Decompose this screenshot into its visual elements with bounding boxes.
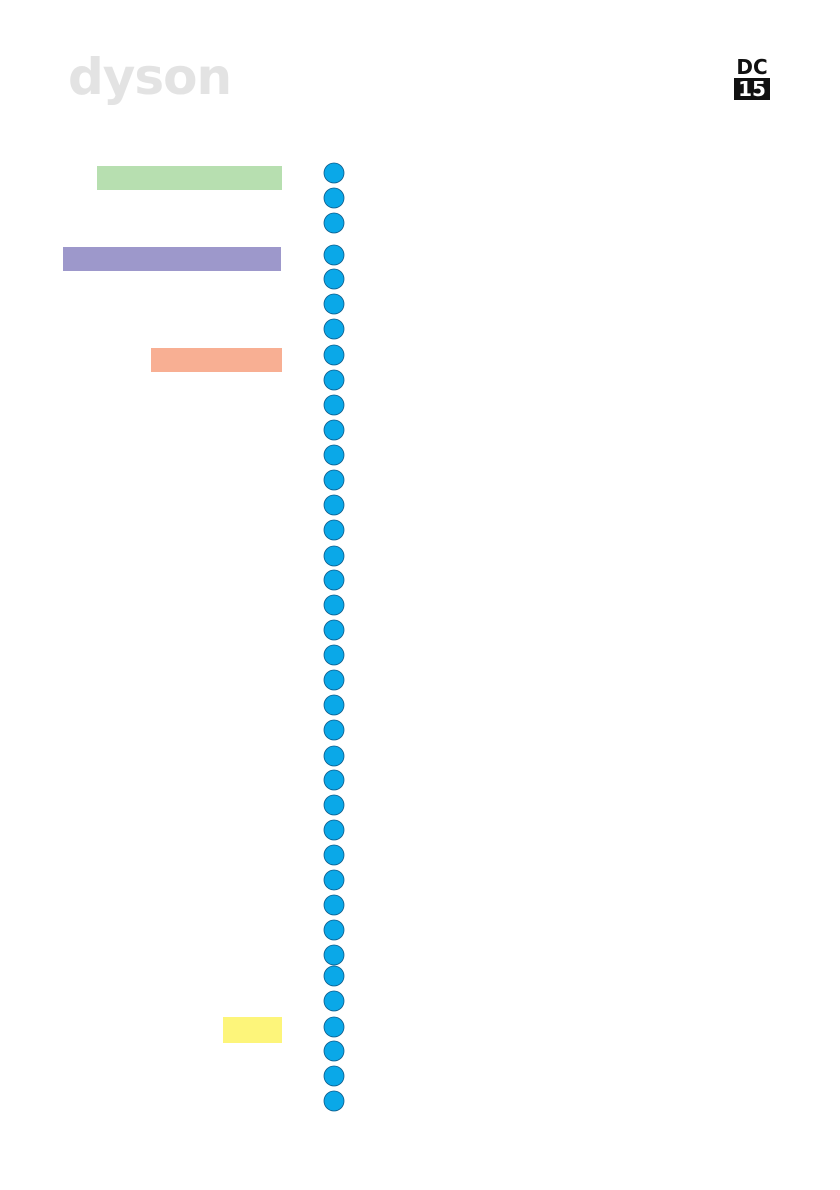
step-dot [323, 268, 345, 290]
step-dot [323, 369, 345, 391]
step-dot [323, 318, 345, 340]
step-dot [323, 419, 345, 441]
step-dot [323, 1090, 345, 1112]
step-dot [323, 869, 345, 891]
step-dot [323, 694, 345, 716]
step-dot [323, 944, 345, 966]
step-dot [323, 162, 345, 184]
step-dot [323, 965, 345, 987]
step-dot [323, 1065, 345, 1087]
step-dot [323, 187, 345, 209]
step-dot [323, 519, 345, 541]
step-dot [323, 1040, 345, 1062]
step-dot [323, 293, 345, 315]
step-dot [323, 819, 345, 841]
step-dot [323, 769, 345, 791]
step-dot [323, 344, 345, 366]
step-dot [323, 594, 345, 616]
step-dot [323, 619, 345, 641]
step-dot [323, 719, 345, 741]
model-badge-box [734, 78, 770, 100]
step-dot [323, 919, 345, 941]
step-dot [323, 212, 345, 234]
step-dot [323, 494, 345, 516]
step-dot [323, 1016, 345, 1038]
section-bar [97, 166, 282, 190]
step-dot [323, 569, 345, 591]
step-dot [323, 669, 345, 691]
step-dot [323, 394, 345, 416]
step-dot [323, 894, 345, 916]
model-badge-top: DC [736, 55, 767, 79]
step-dot [323, 545, 345, 567]
model-badge-bottom: 15 [738, 77, 766, 101]
brand-logo: dyson [68, 48, 231, 106]
section-bar [151, 348, 282, 372]
step-dot [323, 844, 345, 866]
step-dot [323, 244, 345, 266]
step-dot [323, 745, 345, 767]
step-dots [323, 162, 345, 1112]
step-dot [323, 794, 345, 816]
step-dot [323, 644, 345, 666]
section-bar [63, 247, 281, 271]
section-bar [223, 1017, 282, 1043]
step-dot [323, 444, 345, 466]
step-dot [323, 990, 345, 1012]
step-dot [323, 469, 345, 491]
